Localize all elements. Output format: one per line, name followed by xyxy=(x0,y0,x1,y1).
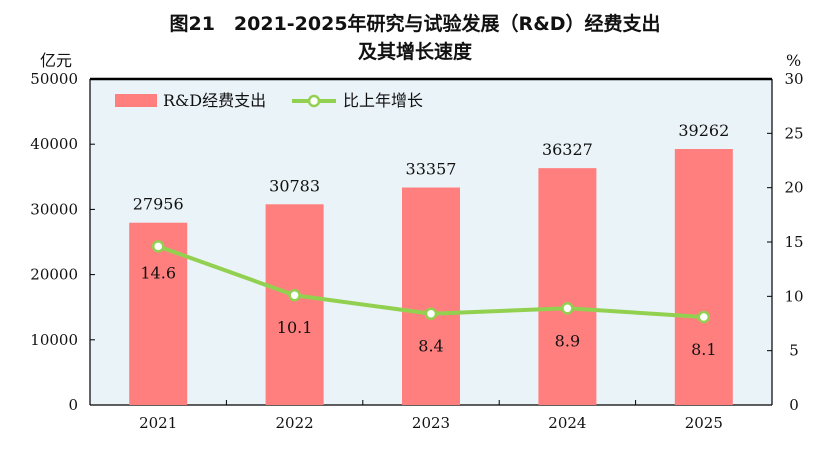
legend-bar-swatch xyxy=(115,94,157,107)
left-tick-label: 40000 xyxy=(30,135,78,153)
bar-2022 xyxy=(265,204,324,405)
growth-value-label: 14.6 xyxy=(140,263,176,282)
bar-value-label: 27956 xyxy=(133,195,184,214)
chart-title: 图21 2021-2025年研究与试验发展（R&D）经费支出 xyxy=(169,12,660,35)
left-tick-label: 10000 xyxy=(30,331,78,349)
legend-line-label: 比上年增长 xyxy=(343,91,423,110)
x-tick-label: 2021 xyxy=(139,414,177,432)
left-tick-label: 0 xyxy=(68,396,78,414)
right-tick-label: 5 xyxy=(789,342,799,360)
growth-value-label: 8.4 xyxy=(418,337,443,356)
right-tick-label: 15 xyxy=(784,233,803,251)
chart-subtitle: 及其增长速度 xyxy=(358,40,473,63)
right-tick-label: 30 xyxy=(784,70,803,88)
bar-2025 xyxy=(674,149,733,405)
growth-point-2024 xyxy=(561,302,574,315)
growth-point-2022 xyxy=(288,288,301,302)
bar-2024 xyxy=(538,168,597,405)
growth-value-label: 8.9 xyxy=(555,331,580,350)
right-tick-label: 25 xyxy=(784,124,803,142)
growth-value-label: 8.1 xyxy=(691,340,716,359)
right-axis-label: % xyxy=(786,51,801,70)
bar-value-label: 33357 xyxy=(406,160,457,179)
bar-value-label: 39262 xyxy=(678,121,729,140)
legend-bar-label: R&D经费支出 xyxy=(163,91,266,110)
bar-value-label: 36327 xyxy=(542,140,593,159)
x-tick-label: 2022 xyxy=(276,414,314,432)
left-tick-label: 30000 xyxy=(30,200,78,218)
left-axis-label: 亿元 xyxy=(40,51,72,70)
x-tick-label: 2024 xyxy=(548,414,586,432)
right-tick-label: 20 xyxy=(784,179,803,197)
growth-point-2023 xyxy=(424,307,438,320)
growth-point-2021 xyxy=(151,240,165,253)
right-tick-label: 0 xyxy=(789,396,799,414)
left-tick-label: 20000 xyxy=(30,266,78,284)
x-tick-label: 2025 xyxy=(685,414,723,432)
growth-point-2025 xyxy=(697,310,711,324)
x-tick-label: 2023 xyxy=(412,414,450,432)
legend-line-marker xyxy=(307,94,321,108)
growth-value-label: 10.1 xyxy=(277,318,313,337)
bar-value-label: 30783 xyxy=(269,176,320,195)
right-tick-label: 10 xyxy=(784,287,803,305)
bar-2023 xyxy=(402,187,460,405)
legend: R&D经费支出 比上年增长 xyxy=(115,91,423,110)
left-tick-label: 50000 xyxy=(30,70,78,88)
